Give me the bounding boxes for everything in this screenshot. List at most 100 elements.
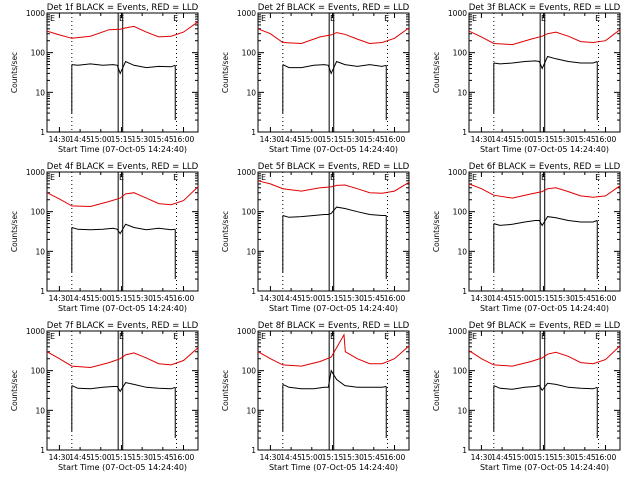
x-tick-label: 15:00 — [90, 453, 112, 462]
y-tick-label: 1000 — [26, 9, 45, 18]
y-axis-label: Counts/sec — [221, 370, 230, 411]
x-tick-label: 15:00 — [512, 453, 534, 462]
flag-marker-label: E — [472, 332, 477, 341]
y-axis-label: Counts/sec — [432, 52, 441, 93]
x-tick-label: 14:30 — [260, 135, 282, 144]
x-tick-label: 14:45 — [69, 294, 91, 303]
x-tick-label: 14:45 — [280, 453, 302, 462]
x-tick-label: 15:15 — [322, 294, 344, 303]
x-tick-label: 14:45 — [69, 453, 91, 462]
x-tick-label: 15:45 — [152, 294, 174, 303]
x-tick-label: 15:00 — [301, 135, 323, 144]
lld-series-line — [46, 21, 199, 39]
x-tick-label: 14:30 — [49, 294, 71, 303]
y-tick-label: 1000 — [237, 9, 256, 18]
x-tick-label: 15:15 — [533, 294, 555, 303]
x-axis-label: Start Time (07-Oct-05 14:24:40) — [480, 463, 609, 472]
y-tick-label: 1 — [40, 287, 45, 296]
lld-series-line — [257, 333, 410, 367]
x-tick-label: 16:00 — [384, 135, 406, 144]
x-tick-label: 15:45 — [574, 135, 596, 144]
flag-marker-label: E — [595, 173, 600, 182]
flag-marker-label: E — [595, 332, 600, 341]
flag-marker-label: E — [384, 332, 389, 341]
events-series-line — [71, 382, 176, 393]
y-axis-label: Counts/sec — [10, 52, 19, 93]
flag-marker-label: E — [50, 332, 55, 341]
x-axis-label: Start Time (07-Oct-05 14:24:40) — [58, 463, 187, 472]
x-tick-label: 15:15 — [322, 135, 344, 144]
y-tick-label: 1 — [462, 287, 467, 296]
x-axis-label: Start Time (07-Oct-05 14:24:40) — [480, 304, 609, 313]
y-tick-label: 1000 — [237, 327, 256, 336]
lld-series-line — [257, 27, 410, 45]
x-tick-label: 15:30 — [131, 135, 153, 144]
y-tick-label: 100 — [31, 208, 46, 217]
x-tick-label: 16:00 — [173, 453, 195, 462]
panel-title: Det 9f BLACK = Events, RED = LLD — [469, 321, 621, 331]
lld-series-line — [468, 29, 621, 46]
y-tick-label: 10 — [246, 406, 256, 415]
events-series-line — [71, 60, 176, 75]
flag-marker-label: E — [541, 173, 546, 182]
y-tick-label: 1000 — [448, 168, 467, 177]
y-axis-label: Counts/sec — [221, 52, 230, 93]
events-series-line — [493, 382, 598, 392]
flag-marker-label: E — [119, 173, 124, 182]
flag-marker-label: E — [261, 332, 266, 341]
events-series-line — [493, 216, 598, 227]
y-axis-label: Counts/sec — [10, 211, 19, 252]
flag-marker-label: E — [50, 173, 55, 182]
flag-marker-label: E — [173, 173, 178, 182]
y-tick-label: 100 — [31, 49, 46, 58]
y-tick-label: 1 — [462, 446, 467, 455]
y-tick-label: 100 — [242, 367, 257, 376]
flag-marker-label: E — [330, 332, 335, 341]
flag-marker-label: E — [173, 14, 178, 23]
lld-series-line — [46, 347, 199, 369]
flag-marker-label: E — [330, 173, 335, 182]
x-tick-label: 15:15 — [111, 294, 133, 303]
lld-series-line — [468, 345, 621, 367]
flag-marker-label: E — [119, 14, 124, 23]
flag-marker-label: E — [541, 332, 546, 341]
flag-marker-label: E — [119, 332, 124, 341]
y-tick-label: 1 — [251, 128, 256, 137]
x-tick-label: 16:00 — [173, 135, 195, 144]
x-axis-label: Start Time (07-Oct-05 14:24:40) — [480, 145, 609, 154]
x-tick-label: 14:30 — [260, 294, 282, 303]
y-axis-label: Counts/sec — [432, 211, 441, 252]
x-axis-label: Start Time (07-Oct-05 14:24:40) — [58, 304, 187, 313]
x-tick-label: 16:00 — [384, 294, 406, 303]
y-tick-label: 10 — [457, 247, 467, 256]
x-tick-label: 15:30 — [131, 453, 153, 462]
y-tick-label: 10 — [246, 88, 256, 97]
y-tick-label: 10 — [457, 88, 467, 97]
x-tick-label: 15:30 — [131, 294, 153, 303]
x-tick-label: 15:00 — [90, 135, 112, 144]
flag-marker-label: E — [173, 332, 178, 341]
x-tick-label: 15:45 — [574, 453, 596, 462]
panel-title: Det 3f BLACK = Events, RED = LLD — [469, 3, 621, 13]
x-tick-label: 14:45 — [69, 135, 91, 144]
y-tick-label: 1 — [251, 287, 256, 296]
y-tick-label: 10 — [35, 406, 45, 415]
flag-marker-label: E — [384, 14, 389, 23]
x-axis-label: Start Time (07-Oct-05 14:24:40) — [269, 463, 398, 472]
x-tick-label: 14:30 — [471, 453, 493, 462]
flag-marker-label: E — [472, 173, 477, 182]
y-tick-label: 1000 — [448, 9, 467, 18]
x-axis-label: Start Time (07-Oct-05 14:24:40) — [58, 145, 187, 154]
y-tick-label: 1000 — [237, 168, 256, 177]
panel-title: Det 5f BLACK = Events, RED = LLD — [258, 162, 410, 172]
flag-marker-label: E — [261, 173, 266, 182]
y-tick-label: 10 — [35, 88, 45, 97]
events-series-line — [282, 369, 387, 390]
panel-title: Det 4f BLACK = Events, RED = LLD — [47, 162, 199, 172]
